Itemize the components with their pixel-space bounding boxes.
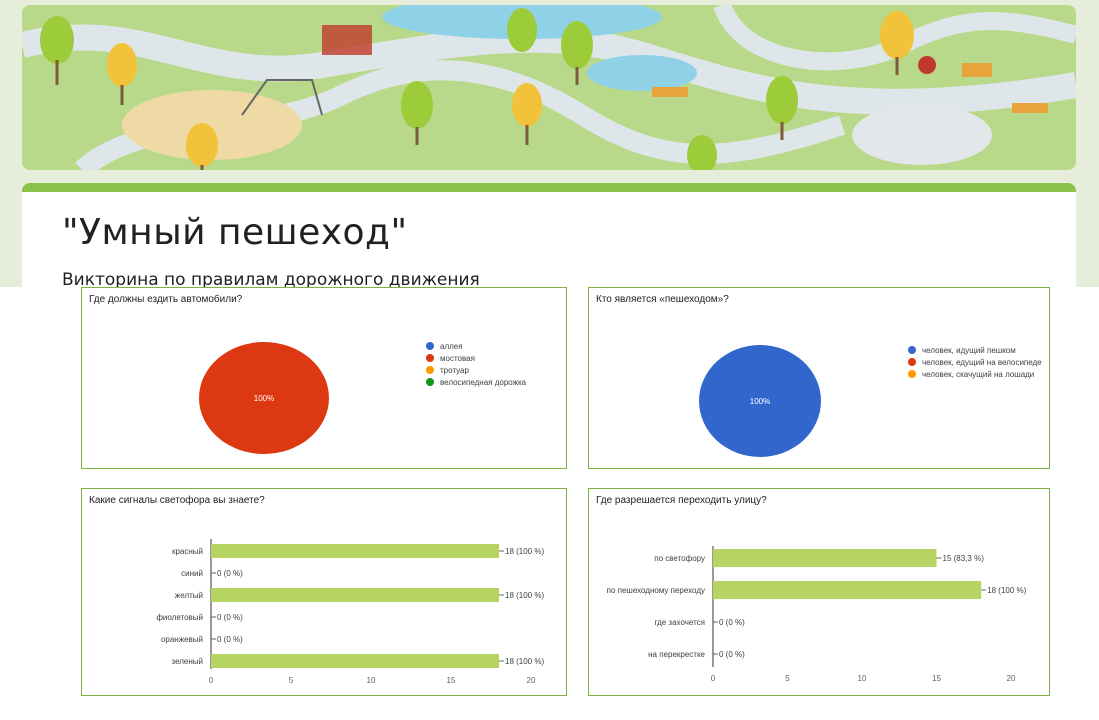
legend-item: человек, едущий на велосипеде	[908, 356, 1042, 368]
chart-panel-crossing: по светофору 15 (83,3 %) по пешеходному пе…	[588, 488, 1050, 696]
x-tick-label: 10	[858, 674, 867, 683]
pie-chart-cars: 100%	[199, 342, 329, 454]
category-label: желтый	[175, 591, 203, 600]
header-area: "Умный пешеход" Викторина по правилам до…	[0, 0, 1099, 293]
results-area: 100% Где должны ездить автомобили? аллея…	[0, 287, 1099, 720]
form-header-card: "Умный пешеход" Викторина по правилам до…	[22, 183, 1076, 293]
legend-swatch	[908, 358, 916, 366]
x-tick-label: 20	[1007, 674, 1016, 683]
category-label: где захочется	[655, 618, 705, 627]
legend-swatch	[426, 366, 434, 374]
header-banner-illustration	[22, 5, 1076, 170]
data-label: 0 (0 %)	[217, 613, 243, 622]
form-title: "Умный пешеход"	[62, 212, 408, 253]
legend-item: тротуар	[426, 364, 526, 376]
pie-slice	[199, 342, 329, 454]
bar	[211, 544, 499, 558]
category-label: по светофору	[654, 554, 705, 563]
park-map-illustration	[22, 5, 1076, 170]
legend-label: велосипедная дорожка	[440, 377, 527, 387]
category-label: зеленый	[171, 657, 203, 666]
legend-swatch	[908, 346, 916, 354]
data-label: 0 (0 %)	[719, 650, 745, 659]
chart-panel-cars: 100% Где должны ездить автомобили? аллея…	[81, 287, 567, 469]
bar-chart-crossing: по светофору 15 (83,3 %) по пешеходному пе…	[607, 546, 1027, 683]
legend-swatch	[908, 370, 916, 378]
chart-title: Где должны ездить автомобили?	[89, 294, 243, 305]
pie-slice-label: 100%	[750, 397, 770, 406]
chart-title: Кто является «пешеходом»?	[596, 294, 729, 305]
data-label: 0 (0 %)	[217, 569, 243, 578]
bar	[713, 549, 937, 567]
legend-label: человек, идущий пешком	[922, 345, 1016, 355]
bar	[211, 588, 499, 602]
legend-label: человек, скачущий на лошади	[922, 369, 1035, 379]
legend-item: человек, идущий пешком	[908, 344, 1042, 356]
category-label: оранжевый	[161, 635, 203, 644]
pie-slice	[699, 345, 821, 457]
x-tick-label: 5	[289, 676, 294, 685]
x-tick-label: 10	[367, 676, 376, 685]
x-tick-label: 15	[932, 674, 941, 683]
chart-legend: человек, идущий пешком человек, едущий на…	[908, 344, 1042, 380]
data-label: 0 (0 %)	[217, 635, 243, 644]
data-label: 18 (100 %)	[505, 657, 544, 666]
legend-label: мостовая	[440, 353, 475, 363]
category-label: синий	[181, 569, 203, 578]
x-tick-label: 15	[447, 676, 456, 685]
data-label: 18 (100 %)	[505, 547, 544, 556]
pie-slice-label: 100%	[254, 394, 274, 403]
bar	[713, 581, 982, 599]
data-label: 18 (100 %)	[505, 591, 544, 600]
legend-swatch	[426, 354, 434, 362]
chart-panel-signals: красный 18 (100 %) синий 0 (0 %) желтый 18 (1…	[81, 488, 567, 696]
legend-item: велосипедная дорожка	[426, 376, 526, 388]
legend-label: аллея	[440, 341, 463, 351]
chart-legend: аллея мостовая тротуар велосипедная дорожка	[426, 340, 526, 388]
category-label: фиолетовый	[156, 613, 203, 622]
legend-label: тротуар	[440, 365, 469, 375]
x-tick-label: 0	[711, 674, 716, 683]
bar	[211, 654, 499, 668]
legend-label: человек, едущий на велосипеде	[922, 357, 1042, 367]
pie-chart-pedestrian: 100%	[699, 345, 821, 457]
form-subtitle: Викторина по правилам дорожного движения	[62, 270, 480, 290]
legend-item: аллея	[426, 340, 526, 352]
legend-item: мостовая	[426, 352, 526, 364]
legend-swatch	[426, 378, 434, 386]
legend-item: человек, скачущий на лошади	[908, 368, 1042, 380]
chart-panel-pedestrian: 100% Кто является «пешеходом»? человек, …	[588, 287, 1050, 469]
data-label: 0 (0 %)	[719, 618, 745, 627]
category-label: по пешеходному переходу	[607, 586, 705, 595]
bar-chart-signals: красный 18 (100 %) синий 0 (0 %) желтый 18 (1…	[156, 539, 544, 685]
category-label: красный	[172, 547, 203, 556]
x-tick-label: 0	[209, 676, 214, 685]
x-tick-label: 5	[785, 674, 790, 683]
chart-title: Где разрешается переходить улицу?	[596, 495, 767, 506]
x-tick-label: 20	[527, 676, 536, 685]
data-label: 18 (100 %)	[987, 586, 1026, 595]
legend-swatch	[426, 342, 434, 350]
chart-title: Какие сигналы светофора вы знаете?	[89, 495, 265, 506]
data-label: 15 (83,3 %)	[943, 554, 985, 563]
category-label: на перекрестке	[648, 650, 705, 659]
